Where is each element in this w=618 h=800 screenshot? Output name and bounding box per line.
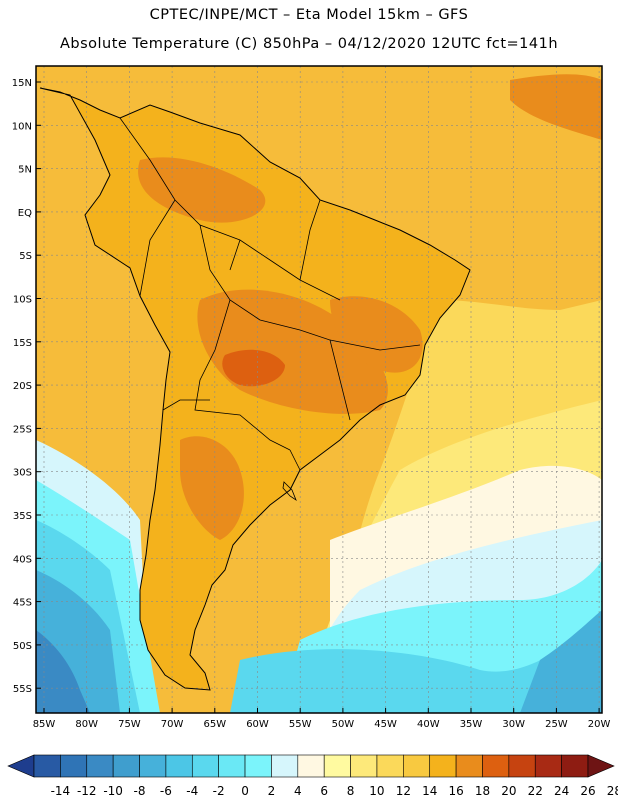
lon-tick-label: 50W [332, 719, 355, 730]
field-cold-dark-blue [36, 630, 90, 713]
lat-tick-label: 35S [13, 511, 32, 522]
colorbar-swatch [86, 754, 114, 778]
lon-tick-label: 85W [33, 719, 56, 730]
colorbar-label: 28 [607, 784, 618, 798]
colorbar-label: -12 [77, 784, 97, 798]
colorbar-label: 12 [396, 784, 411, 798]
colorbar-label: 20 [501, 784, 516, 798]
colorbar-label: 16 [448, 784, 463, 798]
colorbar-swatch [244, 754, 272, 778]
field-warm-north [138, 74, 602, 223]
lat-tick-label: 45S [13, 598, 32, 609]
lat-tick-label: 10N [12, 121, 32, 132]
colorbar-swatch [376, 754, 404, 778]
lat-tick-label: 50S [13, 641, 32, 652]
lat-tick-label: 15N [12, 78, 32, 89]
colorbar-label: 18 [475, 784, 490, 798]
colorbar-swatch [165, 754, 193, 778]
lon-tick-label: 45W [374, 719, 397, 730]
field-cold-cyan-deep [36, 520, 602, 713]
colorbar-label: -14 [51, 784, 71, 798]
colorbar-swatch [455, 754, 483, 778]
colorbar-label: 4 [294, 784, 302, 798]
lagoa-dos-patos [282, 481, 297, 502]
colorbar-swatch [561, 754, 589, 778]
lon-tick-label: 55W [289, 719, 312, 730]
colorbar-label: -10 [103, 784, 123, 798]
lon-tick-label: 70W [161, 719, 184, 730]
lat-tick-label: 15S [13, 338, 32, 349]
colorbar-swatch [350, 754, 378, 778]
colorbar-label: 10 [369, 784, 384, 798]
colorbar-label: -2 [213, 784, 225, 798]
colorbar-swatch [482, 754, 510, 778]
color-scale-bar: -14 -12 -10 -8 -6 -4 -2 0 2 4 6 8 10 12 14 16 18 20 22 24 26… [7, 754, 618, 798]
lon-tick-label: 60W [246, 719, 269, 730]
lon-tick-label: 65W [203, 719, 226, 730]
field-warm-argentina [180, 436, 244, 540]
colorbar-label: 0 [241, 784, 249, 798]
colorbar-swatch [33, 754, 61, 778]
colorbar-swatch [139, 754, 167, 778]
lon-tick-label: 40W [417, 719, 440, 730]
colorbar-label: 26 [580, 784, 595, 798]
latitude-axis: 15N 10N 5N EQ 5S 10S 15S 20S 25S 30S 35S 40S 45S 50S 5… [12, 78, 41, 695]
colorbar-swatch [112, 754, 140, 778]
colorbar-label: -4 [186, 784, 198, 798]
lat-tick-label: 25S [13, 424, 32, 435]
lat-tick-label: EQ [18, 208, 32, 219]
lon-tick-label: 80W [75, 719, 98, 730]
lon-tick-label: 75W [118, 719, 141, 730]
chart-title-line-1: CPTEC/INPE/MCT – Eta Model 15km – GFS [149, 7, 469, 23]
colorbar-swatch [218, 754, 246, 778]
lon-tick-label: 20W [588, 719, 611, 730]
field-warm-ne-brazil [330, 296, 423, 373]
colorbar-label: -6 [160, 784, 172, 798]
lat-tick-label: 55S [13, 684, 32, 695]
colorbar-swatch [191, 754, 219, 778]
temperature-field [36, 66, 602, 713]
lat-tick-label: 30S [13, 468, 32, 479]
lat-lon-grid [36, 66, 602, 713]
lon-tick-label: 30W [502, 719, 525, 730]
colorbar-swatch [60, 754, 88, 778]
lat-tick-label: 5N [18, 165, 32, 176]
colorbar-swatch [323, 754, 351, 778]
coastline [39, 87, 471, 691]
colorbar-low-arrow [7, 754, 35, 778]
lat-tick-label: 10S [13, 295, 32, 306]
colorbar-label: 8 [347, 784, 355, 798]
lat-tick-label: 5S [19, 251, 32, 262]
colorbar-label: 22 [528, 784, 543, 798]
colorbar-label: 2 [268, 784, 276, 798]
colorbar-swatch [534, 754, 562, 778]
colorbar-label: 24 [554, 784, 569, 798]
lon-tick-label: 35W [460, 719, 483, 730]
colorbar-swatch [508, 754, 536, 778]
colorbar-swatch [403, 754, 431, 778]
lat-tick-label: 40S [13, 554, 32, 565]
longitude-axis: 85W 80W 75W 70W 65W 60W 55W 50W 45W 40W 35W 30W 25W 2… [33, 708, 611, 730]
colorbar-swatch [429, 754, 457, 778]
colorbar-label: 6 [320, 784, 328, 798]
field-hot-core [222, 349, 285, 387]
colorbar-high-arrow [587, 754, 615, 778]
lat-tick-label: 20S [13, 381, 32, 392]
colorbar-swatch [271, 754, 299, 778]
lon-tick-label: 25W [545, 719, 568, 730]
colorbar-label: -8 [134, 784, 146, 798]
field-cold-cyan [36, 480, 602, 713]
chart-title-line-2: Absolute Temperature (C) 850hPa – 04/12/… [59, 36, 559, 52]
colorbar-swatch [297, 754, 325, 778]
field-cold-blue [36, 570, 602, 713]
country-borders [119, 117, 421, 471]
colorbar-label: 14 [422, 784, 437, 798]
map-frame [35, 65, 603, 714]
